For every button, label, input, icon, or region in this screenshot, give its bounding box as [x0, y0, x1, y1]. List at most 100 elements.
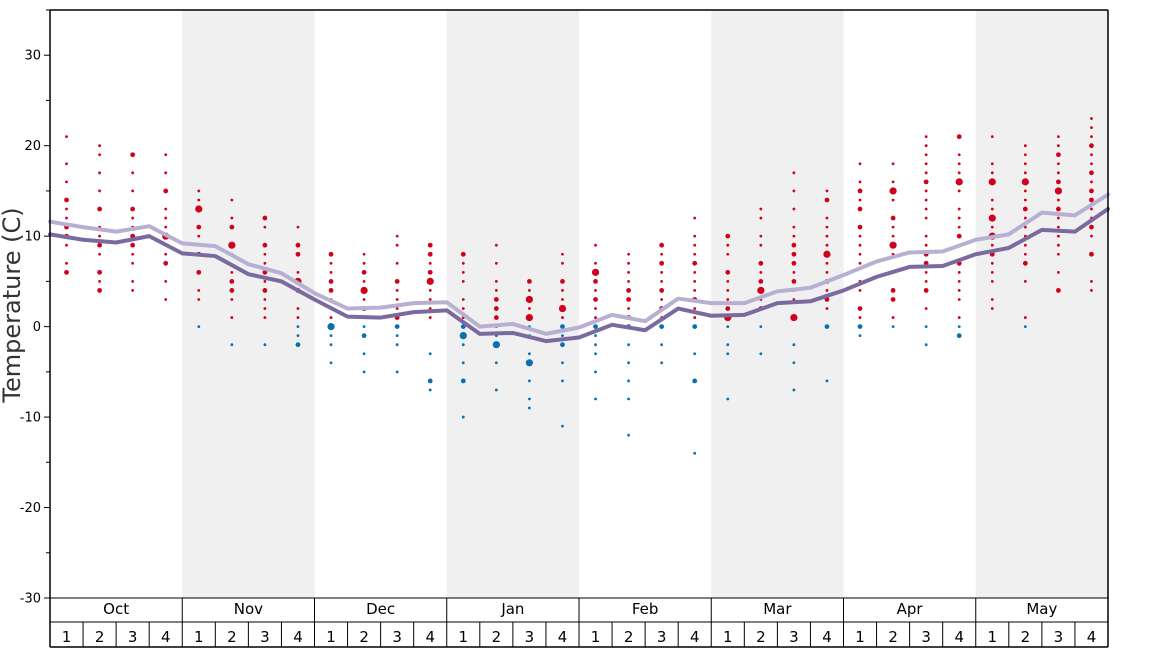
temperature-point — [593, 324, 598, 330]
temperature-point — [924, 270, 928, 274]
temperature-point — [461, 415, 465, 419]
temperature-point — [924, 216, 928, 220]
y-tick-label: -20 — [20, 501, 41, 516]
temperature-point — [329, 361, 333, 365]
temperature-point — [525, 295, 534, 304]
temperature-point — [329, 261, 333, 265]
temperature-point — [1090, 126, 1093, 129]
week-label: 4 — [161, 628, 171, 646]
temperature-point — [627, 433, 630, 437]
week-label: 4 — [1087, 628, 1097, 646]
temperature-point — [1023, 225, 1027, 229]
temperature-point — [924, 162, 928, 166]
y-tick-label: 30 — [24, 49, 41, 64]
temperature-point — [196, 224, 202, 230]
temperature-point — [858, 198, 862, 202]
temperature-point — [593, 278, 598, 284]
week-label: 2 — [756, 628, 766, 646]
temperature-point — [626, 288, 631, 293]
temperature-point — [1023, 216, 1027, 220]
temperature-point — [924, 189, 928, 193]
temperature-point — [428, 298, 432, 301]
temperature-point — [726, 325, 730, 329]
month-label-apr: Apr — [897, 600, 924, 618]
temperature-point — [362, 370, 366, 374]
temperature-point — [197, 189, 201, 193]
temperature-point — [757, 286, 765, 295]
temperature-point — [362, 298, 366, 301]
temperature-point — [957, 316, 961, 319]
temperature-point — [792, 361, 796, 365]
trend-lines — [48, 192, 1110, 344]
temperature-point — [594, 316, 597, 319]
week-label: 1 — [459, 628, 469, 646]
temperature-point — [825, 261, 829, 265]
temperature-point — [956, 333, 962, 339]
temperature-point — [164, 153, 168, 157]
temperature-point — [1057, 162, 1060, 166]
temperature-point — [659, 260, 665, 266]
temperature-point — [924, 198, 928, 202]
temperature-point — [591, 268, 600, 276]
temperature-point — [528, 289, 531, 292]
temperature-point — [97, 206, 102, 212]
temperature-point — [858, 334, 862, 338]
temperature-point — [263, 298, 267, 301]
temperature-point — [428, 388, 432, 392]
temperature-point — [692, 324, 698, 330]
temperature-point — [427, 269, 433, 275]
temperature-point — [693, 252, 697, 256]
temperature-point — [791, 278, 797, 284]
temperature-point — [195, 205, 203, 213]
temperature-point — [891, 162, 895, 166]
temperature-point — [197, 198, 201, 202]
temperature-point — [825, 225, 829, 229]
temperature-point — [527, 278, 532, 284]
temperature-point — [726, 298, 730, 301]
temperature-point — [924, 144, 928, 148]
y-tick-label: -30 — [20, 592, 41, 607]
temperature-point — [130, 242, 136, 248]
temperature-point — [924, 207, 928, 211]
temperature-point — [525, 313, 534, 322]
temperature-point — [1022, 260, 1028, 266]
temperature-point — [395, 370, 399, 374]
temperature-point — [394, 324, 400, 330]
temperature-point — [229, 278, 235, 284]
temperature-point — [362, 279, 366, 283]
temperature-point — [693, 289, 697, 292]
temperature-point — [494, 279, 498, 283]
temperature-point — [825, 270, 829, 274]
temperature-point — [64, 197, 69, 203]
temperature-point — [1056, 179, 1061, 185]
temperature-point — [857, 206, 863, 212]
temperature-point — [693, 316, 697, 319]
temperature-point — [891, 325, 895, 329]
temperature-point — [460, 378, 466, 384]
temperature-point — [990, 270, 994, 274]
temperature-point — [492, 341, 500, 349]
temperature-point — [561, 289, 564, 292]
temperature-point — [957, 171, 961, 175]
temperature-point — [362, 325, 366, 329]
temperature-point — [957, 289, 961, 292]
week-label: 3 — [789, 628, 799, 646]
temperature-point — [163, 188, 169, 194]
temperature-point — [1090, 207, 1093, 211]
week-label: 1 — [723, 628, 733, 646]
month-shading-bands — [182, 10, 1108, 598]
temperature-point — [428, 352, 432, 356]
temperature-point — [428, 316, 432, 319]
temperature-point — [758, 260, 764, 266]
temperature-point — [924, 153, 928, 157]
temperature-point — [328, 251, 334, 257]
temperature-point — [230, 198, 234, 202]
temperature-point — [1056, 206, 1061, 212]
temperature-point — [296, 270, 300, 274]
temperature-point — [825, 189, 829, 193]
temperature-point — [560, 278, 565, 284]
temperature-point — [956, 134, 962, 140]
temperature-point — [131, 189, 135, 193]
temperature-point — [924, 243, 928, 247]
temperature-point — [594, 307, 597, 310]
